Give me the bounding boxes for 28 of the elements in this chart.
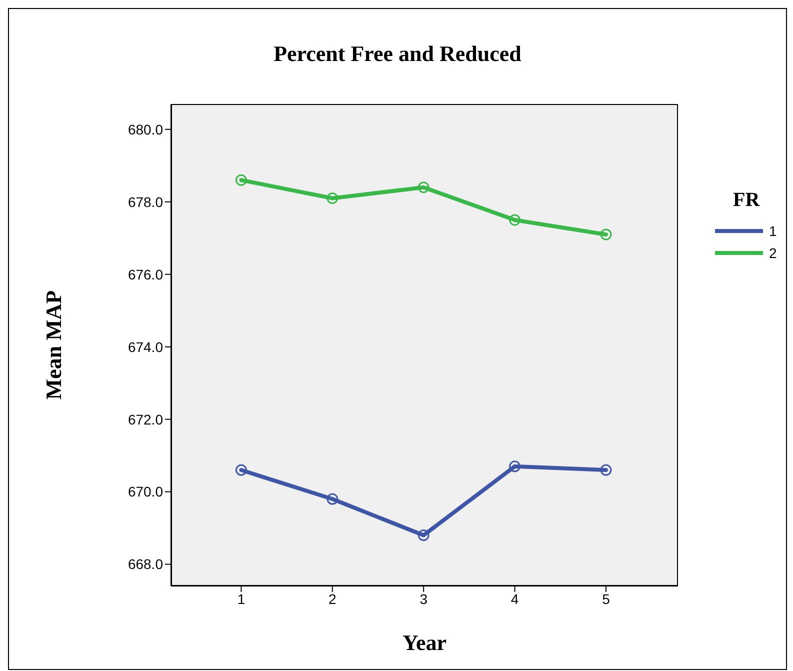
y-tick-label: 670.0	[128, 484, 164, 500]
x-tick-label: 5	[602, 590, 610, 607]
point	[418, 530, 430, 542]
x-tick-label: 1	[237, 590, 246, 607]
legend-label: 2	[769, 245, 777, 261]
x-tick-label: 2	[328, 590, 337, 607]
point	[509, 214, 521, 226]
y-tick-label: 672.0	[128, 411, 164, 428]
y-tick-label: 680.0	[128, 121, 164, 138]
x-tick-label: 3	[420, 590, 428, 607]
y-axis-title: Mean MAP	[40, 290, 66, 400]
point	[326, 192, 338, 204]
legend-title: FR	[733, 189, 761, 212]
point	[418, 182, 430, 194]
y-tick-label: 668.0	[128, 556, 164, 572]
y-tick-label: 676.0	[128, 266, 164, 282]
point	[600, 464, 612, 476]
x-axis-title: Year	[402, 630, 447, 655]
point	[326, 493, 338, 505]
chart-title: Percent Free and Reduced	[272, 41, 522, 67]
y-tick-label: 674.0	[128, 338, 164, 355]
legend-label: 1	[769, 223, 777, 239]
point	[600, 228, 612, 240]
x-tick-label: 4	[510, 590, 519, 607]
y-tick-label: 678.0	[128, 194, 164, 210]
point	[235, 174, 247, 186]
point	[509, 460, 521, 472]
point	[235, 464, 247, 476]
